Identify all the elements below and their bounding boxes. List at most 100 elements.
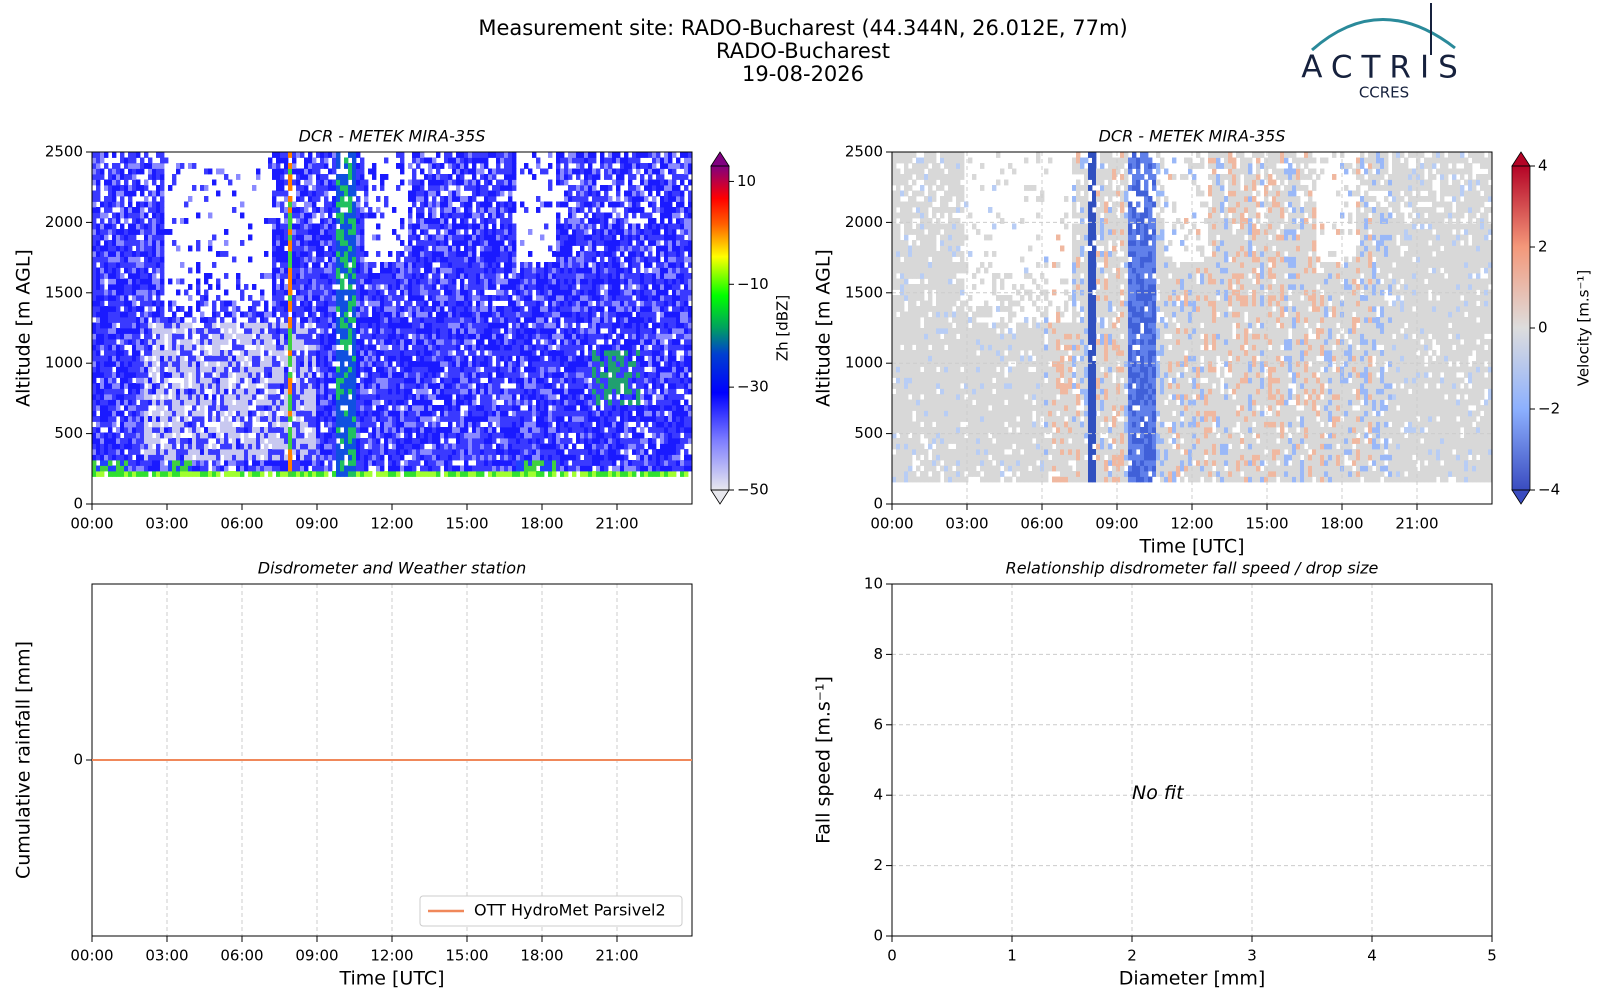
heatmap-cell (388, 311, 393, 318)
heatmap-cell (376, 207, 381, 213)
heatmap-cell (352, 443, 357, 450)
heatmap-cell (372, 377, 377, 384)
heatmap-cell (488, 416, 493, 422)
heatmap-cell (348, 388, 353, 395)
heatmap-cell (488, 267, 493, 274)
heatmap-cell (132, 273, 137, 279)
heatmap-cell (344, 179, 349, 186)
heatmap-cell (172, 383, 177, 389)
heatmap-cell (352, 317, 357, 323)
heatmap-cell (516, 372, 521, 378)
heatmap-cell (480, 460, 485, 466)
heatmap-cell (508, 234, 513, 241)
heatmap-cell (292, 449, 297, 455)
heatmap-cell (168, 383, 173, 389)
heatmap-cell (324, 443, 329, 450)
heatmap-cell (532, 328, 537, 334)
heatmap-cell (280, 328, 285, 334)
heatmap-cell (240, 212, 245, 219)
heatmap-cell (128, 201, 133, 208)
heatmap-cell (252, 427, 257, 433)
heatmap-cell (296, 262, 301, 268)
heatmap-cell (428, 427, 433, 433)
heatmap-cell (136, 427, 141, 433)
heatmap-cell (160, 284, 165, 290)
heatmap-cell (424, 174, 429, 180)
heatmap-cell (144, 388, 149, 395)
heatmap-cell (420, 201, 425, 208)
heatmap-cell (124, 350, 129, 356)
heatmap-cell (392, 262, 397, 268)
heatmap-cell (504, 306, 509, 312)
heatmap-cell (256, 377, 261, 384)
heatmap-cell (360, 289, 365, 296)
heatmap-cell (464, 229, 469, 235)
heatmap-cell (296, 366, 301, 373)
heatmap-cell (380, 388, 385, 395)
heatmap-cell (420, 410, 425, 417)
heatmap-cell (196, 383, 201, 389)
heatmap-cell (216, 366, 221, 373)
heatmap-cell (180, 460, 185, 466)
heatmap-cell (284, 432, 289, 439)
heatmap-cell (136, 168, 141, 175)
heatmap-cell (352, 399, 357, 406)
heatmap-cell (532, 273, 537, 279)
heatmap-cell (316, 190, 321, 197)
heatmap-cell (452, 416, 457, 422)
heatmap-cell (456, 394, 461, 400)
heatmap-cell (512, 471, 517, 477)
heatmap-cell (132, 449, 137, 455)
heatmap-cell (292, 383, 297, 389)
heatmap-cell (128, 152, 133, 158)
heatmap-cell (404, 284, 409, 290)
heatmap-cell (144, 278, 149, 285)
heatmap-cell (416, 399, 421, 406)
heatmap-cell (152, 190, 157, 197)
heatmap-cell (132, 438, 137, 444)
heatmap-cell (356, 465, 361, 472)
heatmap-cell (412, 289, 417, 296)
heatmap-cell (404, 449, 409, 455)
heatmap-cell (528, 405, 533, 411)
heatmap-cell (288, 251, 293, 257)
heatmap-cell (108, 372, 113, 378)
heatmap-cell (152, 168, 157, 175)
heatmap-cell (436, 317, 441, 323)
heatmap-cell (260, 289, 265, 296)
heatmap-cell (224, 383, 229, 389)
heatmap-cell (272, 152, 277, 158)
heatmap-cell (100, 399, 105, 406)
heatmap-cell (452, 300, 457, 307)
heatmap-cell (468, 295, 473, 301)
heatmap-cell (392, 350, 397, 356)
heatmap-cell (336, 295, 341, 301)
heatmap-cell (460, 421, 465, 428)
heatmap-cell (440, 300, 445, 307)
heatmap-cell (152, 179, 157, 186)
heatmap-cell (432, 443, 437, 450)
heatmap-cell (256, 432, 261, 439)
heatmap-cell (436, 471, 441, 477)
heatmap-cell (448, 190, 453, 197)
heatmap-cell (176, 372, 181, 378)
heatmap-cell (232, 383, 237, 389)
heatmap-cell (296, 405, 301, 411)
heatmap-cell (204, 454, 209, 461)
heatmap-cell (512, 152, 517, 158)
heatmap-cell (216, 339, 221, 345)
heatmap-cell (348, 449, 353, 455)
heatmap-cell (512, 388, 517, 395)
heatmap-cell (356, 339, 361, 345)
heatmap-cell (196, 361, 201, 367)
heatmap-cell (468, 465, 473, 472)
heatmap-cell (200, 350, 205, 356)
heatmap-cell (392, 284, 397, 290)
heatmap-cell (124, 295, 129, 301)
heatmap-cell (348, 410, 353, 417)
heatmap-cell (116, 432, 121, 439)
heatmap-cell (280, 179, 285, 186)
heatmap-cell (352, 410, 357, 417)
heatmap-cell (360, 388, 365, 395)
heatmap-cell (164, 361, 169, 367)
